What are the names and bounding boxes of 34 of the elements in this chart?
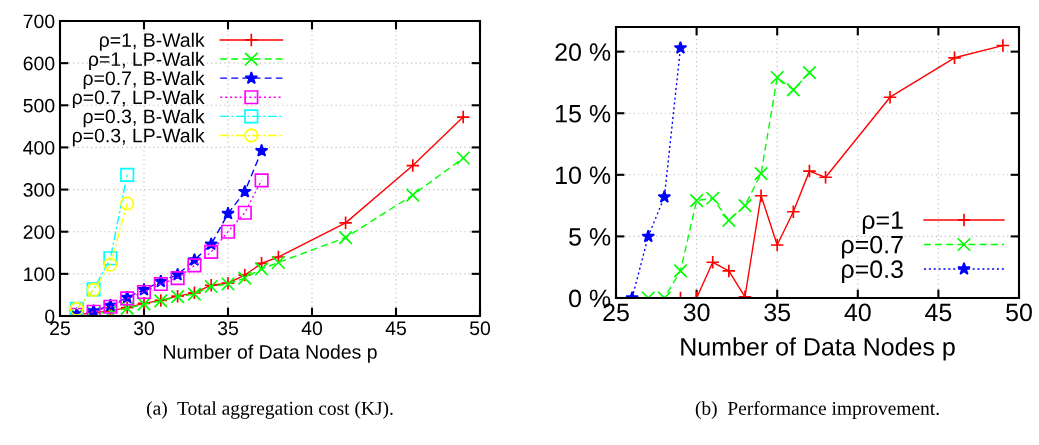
y-tick-label: 5 % — [569, 228, 611, 246]
legend-label: ρ=1, LP-Walk — [89, 51, 205, 70]
y-tick-label: 200 — [23, 225, 55, 239]
x-tick-label: 35 — [217, 321, 238, 336]
x-tick-label: 50 — [469, 321, 491, 336]
x-tick-label: 50 — [1006, 303, 1032, 322]
y-tick-label: 700 — [23, 14, 55, 29]
x-tick-label: 40 — [844, 303, 871, 322]
text: (b) Performance improvement. — [695, 401, 939, 419]
x-axis-title: Number of Data Nodes p — [681, 337, 955, 361]
x-tick-label: 35 — [764, 303, 791, 322]
x-tick-label: 30 — [133, 321, 155, 336]
legend-label: ρ=0.3, LP-Walk — [72, 128, 205, 147]
y-tick-label: 10 % — [556, 166, 611, 185]
y-tick-label: 100 — [24, 267, 55, 282]
legend-label: ρ=0.7, LP-Walk — [72, 89, 205, 109]
legend-label: ρ=0.3 — [842, 260, 903, 283]
legend-label: ρ=0.3, B-Walk — [83, 109, 205, 128]
legend-label: ρ=0.7 — [842, 235, 903, 259]
x-tick-label: 45 — [385, 321, 406, 336]
x-axis-title: Number of Data Nodes p — [164, 344, 377, 363]
y-tick-label: 20 % — [555, 43, 611, 61]
y-tick-label: 15 % — [556, 104, 611, 123]
y-tick-label: 400 — [23, 140, 55, 155]
x-tick-label: 45 — [925, 303, 952, 322]
x-tick-label: 30 — [683, 303, 710, 322]
y-tick-label: 300 — [23, 183, 55, 197]
legend-label: ρ=1, B-Walk — [99, 32, 205, 51]
legend-label: ρ=0.7, B-Walk — [83, 70, 205, 89]
y-tick-label: 600 — [23, 56, 55, 71]
x-tick-label: 40 — [301, 321, 323, 336]
y-tick-label: 500 — [23, 98, 55, 113]
text: (a) Total aggregation cost (KJ). — [146, 401, 393, 419]
legend-label: ρ=1 — [862, 211, 903, 234]
